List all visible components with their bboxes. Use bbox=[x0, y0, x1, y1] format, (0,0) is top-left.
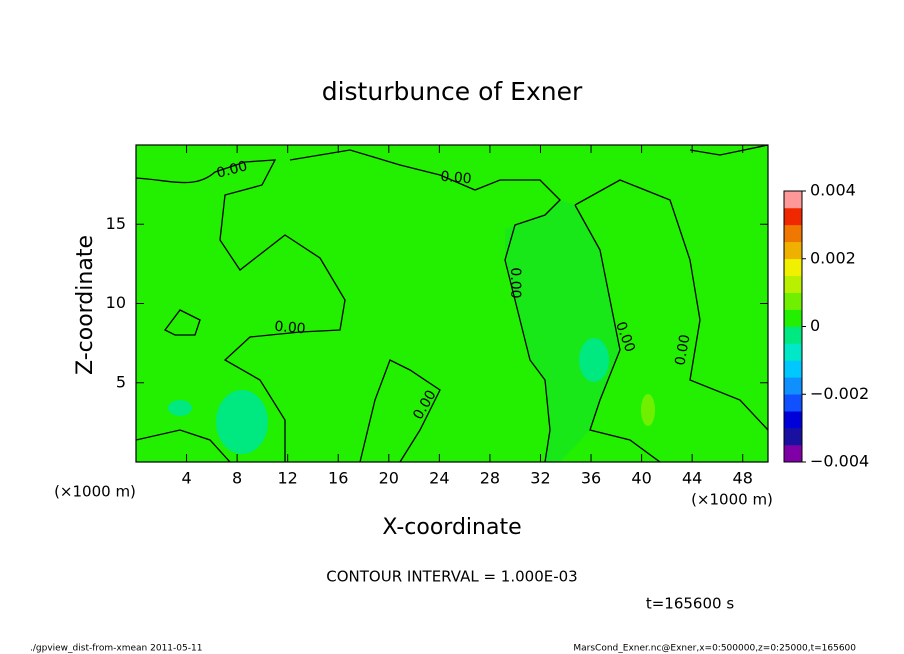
x-tick-label: 40 bbox=[631, 469, 651, 488]
contour-line bbox=[574, 204, 661, 462]
x-unit: (×1000 m) bbox=[691, 491, 773, 509]
x-tick-label: 36 bbox=[581, 469, 601, 488]
contour-line bbox=[574, 179, 768, 431]
colorbar-tick-label: −0.004 bbox=[810, 452, 869, 471]
contour-label: 0.00 bbox=[215, 158, 249, 182]
field-region bbox=[641, 394, 655, 426]
footer-right: MarsCond_Exner.nc@Exner,x=0:500000,z=0:2… bbox=[573, 644, 856, 654]
contour-interval: CONTOUR INTERVAL = 1.000E-03 bbox=[326, 568, 577, 586]
x-axis-label: X-coordinate bbox=[382, 515, 521, 540]
y-tick-label: 15 bbox=[106, 214, 126, 233]
colorbar-cell bbox=[784, 428, 802, 446]
contour-line bbox=[289, 149, 561, 462]
colorbar-cell bbox=[784, 411, 802, 429]
footer-left: ./gpview_dist-from-xmean 2011-05-11 bbox=[30, 644, 202, 654]
y-tick-label: 5 bbox=[116, 372, 126, 391]
field-region bbox=[216, 390, 268, 454]
colorbar-cell bbox=[784, 445, 802, 463]
x-tick-label: 44 bbox=[682, 469, 702, 488]
colorbar-cell bbox=[784, 224, 802, 243]
x-tick-label: 16 bbox=[328, 469, 348, 488]
contour-line bbox=[136, 159, 346, 462]
y-axis-label: Z-coordinate bbox=[73, 235, 98, 375]
colorbar-cell bbox=[784, 309, 802, 327]
contour-line bbox=[689, 145, 768, 156]
contour-label: 0.00 bbox=[440, 169, 472, 188]
contour-line bbox=[136, 429, 231, 462]
field: 0.00 0.000.000.000.00 0.000.00 bbox=[136, 145, 768, 462]
contour-label: 0.00 bbox=[672, 333, 693, 366]
x-tick-label: 28 bbox=[480, 469, 500, 488]
contour-label: 0.00 bbox=[507, 267, 523, 298]
colorbar-cell bbox=[784, 191, 802, 209]
colorbar-cell bbox=[784, 394, 802, 412]
colorbar-cell bbox=[784, 377, 802, 395]
colorbar-cell bbox=[784, 207, 802, 226]
x-tick-label: 24 bbox=[429, 469, 449, 488]
x-tick-label: 8 bbox=[232, 469, 242, 488]
field-region bbox=[579, 338, 609, 382]
field-region bbox=[168, 400, 192, 416]
colorbar-cell bbox=[784, 292, 802, 310]
colorbar-cell bbox=[784, 343, 802, 361]
colorbar-cell bbox=[784, 275, 802, 293]
colorbar-tick-label: 0 bbox=[810, 316, 820, 335]
field-region bbox=[505, 200, 620, 462]
contour-line bbox=[359, 359, 441, 462]
colorbar-cell bbox=[784, 258, 802, 276]
x-tick-label: 4 bbox=[181, 469, 191, 488]
colorbar-cell bbox=[784, 360, 802, 378]
colorbar-cell bbox=[784, 241, 802, 260]
colorbar-cell bbox=[784, 326, 802, 344]
x-unit: (×1000 m) bbox=[54, 483, 136, 501]
x-tick-label: 32 bbox=[530, 469, 550, 488]
x-tick-label: 48 bbox=[733, 469, 753, 488]
chart-title: disturbunce of Exner bbox=[322, 77, 583, 106]
colorbar-tick-label: 0.002 bbox=[810, 248, 856, 267]
contour-line bbox=[164, 309, 201, 336]
contour-label: 0.00 bbox=[274, 319, 306, 338]
colorbar-tick-label: 0.004 bbox=[810, 181, 856, 200]
x-tick-label: 20 bbox=[379, 469, 399, 488]
x-tick-label: 12 bbox=[278, 469, 298, 488]
y-tick-label: 10 bbox=[106, 293, 126, 312]
colorbar-tick-label: −0.002 bbox=[810, 384, 869, 403]
time-label: t=165600 s bbox=[646, 595, 734, 613]
